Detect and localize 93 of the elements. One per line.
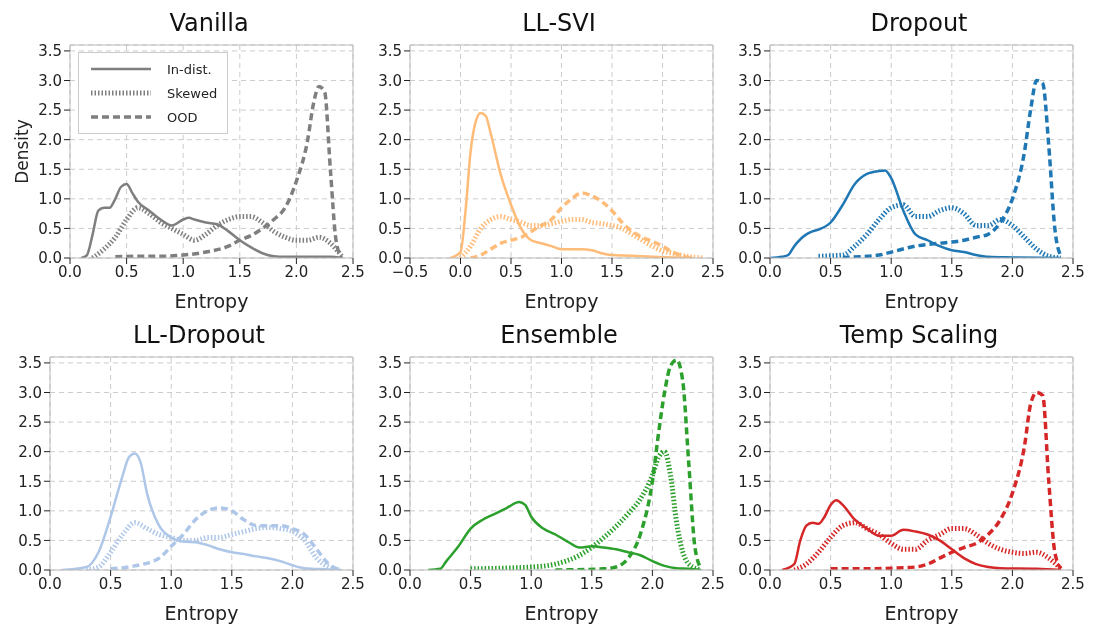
x-tick-label: 2.0 [1000, 574, 1025, 593]
y-tick-label: 1.5 [38, 160, 62, 179]
x-tick-label: 2.5 [701, 262, 725, 281]
chart-title: LL-SVI [521, 8, 597, 38]
y-tick-label: 2.5 [38, 101, 62, 120]
x-tick-label: 2.5 [341, 574, 365, 593]
y-tick-label: 3.5 [738, 354, 762, 373]
y-tick-label: 1.5 [738, 160, 762, 179]
x-tick-label: 2.5 [1061, 574, 1085, 593]
x-axis-title: Entropy [524, 290, 599, 312]
y-tick-label: 1.0 [378, 502, 402, 521]
x-tick-label: 1.0 [879, 262, 904, 281]
y-tick-label: 3.5 [738, 42, 762, 61]
y-tick-label: 1.5 [18, 472, 42, 491]
y-tick-label: 1.5 [738, 472, 762, 491]
x-tick-label: 2.0 [1000, 262, 1025, 281]
chart-title: Ensemble [499, 320, 619, 350]
x-tick-label: 1.0 [171, 262, 196, 281]
x-tick-label: 0.5 [114, 262, 139, 281]
y-tick-label: 0.5 [378, 531, 402, 550]
y-tick-label: 2.5 [378, 413, 402, 432]
x-tick-label: 0.0 [448, 262, 473, 281]
x-tick-label: 0.0 [758, 574, 782, 593]
y-tick-label: 3.5 [378, 42, 402, 61]
y-tick-label: 0.5 [738, 531, 762, 550]
x-tick-label: 1.0 [159, 574, 184, 593]
x-tick-label: 1.5 [939, 262, 964, 281]
y-tick-label: 2.5 [738, 413, 762, 432]
x-tick-label: 1.5 [219, 574, 244, 593]
y-tick-label: 3.5 [38, 42, 62, 61]
x-axis-title: Entropy [884, 290, 959, 312]
legend-label: In-dist. [167, 61, 212, 77]
x-axis-title: Entropy [884, 602, 959, 624]
y-tick-label: 2.0 [38, 130, 62, 149]
legend-label: Skewed [167, 85, 218, 101]
y-tick-label: 1.0 [738, 190, 762, 209]
x-tick-label: 2.0 [650, 262, 675, 281]
y-tick-label: 2.0 [738, 130, 762, 149]
x-tick-label: 0.5 [818, 574, 843, 593]
y-tick-label: 3.0 [378, 71, 402, 90]
x-axis-title: Entropy [174, 290, 249, 312]
y-tick-label: 1.0 [738, 502, 762, 521]
x-tick-label: 2.5 [701, 574, 725, 593]
x-tick-label: 0.0 [58, 262, 82, 281]
y-tick-label: 2.0 [738, 442, 762, 461]
y-tick-label: 2.0 [378, 442, 402, 461]
y-tick-label: 2.0 [18, 442, 42, 461]
x-tick-label: 0.5 [499, 262, 523, 281]
y-tick-label: 1.5 [378, 472, 402, 491]
x-tick-label: 2.5 [1061, 262, 1085, 281]
chart-title: Vanilla [168, 8, 250, 38]
y-tick-label: 3.0 [38, 71, 62, 90]
x-tick-label: 1.5 [579, 574, 604, 593]
x-tick-label: 0.0 [758, 262, 782, 281]
y-tick-label: 2.5 [18, 413, 42, 432]
x-tick-label: 1.0 [519, 574, 544, 593]
x-axis-title: Entropy [524, 602, 599, 624]
y-tick-label: 3.0 [738, 71, 762, 90]
y-tick-label: 3.0 [738, 383, 762, 402]
y-tick-label: 3.5 [378, 354, 402, 373]
x-tick-label: 1.5 [939, 574, 964, 593]
x-tick-label: 2.5 [341, 262, 365, 281]
chart-title: Temp Scaling [838, 320, 1000, 350]
y-tick-label: 1.0 [38, 190, 62, 209]
x-tick-label: 1.0 [879, 574, 904, 593]
y-tick-label: 3.0 [18, 383, 42, 402]
y-tick-label: 1.0 [378, 190, 402, 209]
y-tick-label: 1.5 [378, 160, 402, 179]
x-axis-title: Entropy [164, 602, 239, 624]
y-tick-label: 0.5 [18, 531, 42, 550]
y-tick-label: 2.5 [738, 101, 762, 120]
x-tick-label: 0.5 [458, 574, 483, 593]
y-tick-label: 0.5 [738, 219, 762, 238]
chart-title: LL-Dropout [132, 320, 266, 350]
x-tick-label: 1.5 [227, 262, 252, 281]
x-tick-label: 1.0 [549, 262, 574, 281]
x-tick-label: 2.0 [280, 574, 305, 593]
y-axis-title: Density [12, 119, 33, 184]
x-tick-label: 0.5 [98, 574, 123, 593]
y-tick-label: 2.0 [378, 130, 402, 149]
y-tick-label: 0.5 [378, 219, 402, 238]
legend-label: OOD [167, 109, 198, 125]
x-tick-label: 0.5 [818, 262, 843, 281]
y-tick-label: 2.5 [378, 101, 402, 120]
x-tick-label: 0.0 [398, 574, 422, 593]
x-tick-label: 2.0 [284, 262, 309, 281]
x-tick-label: 1.5 [600, 262, 624, 281]
x-tick-label: 2.0 [640, 574, 665, 593]
y-tick-label: 3.0 [378, 383, 402, 402]
y-tick-label: 1.0 [18, 502, 42, 521]
y-tick-label: 3.5 [18, 354, 42, 373]
y-tick-label: 0.5 [38, 219, 62, 238]
chart-title: Dropout [869, 8, 969, 38]
